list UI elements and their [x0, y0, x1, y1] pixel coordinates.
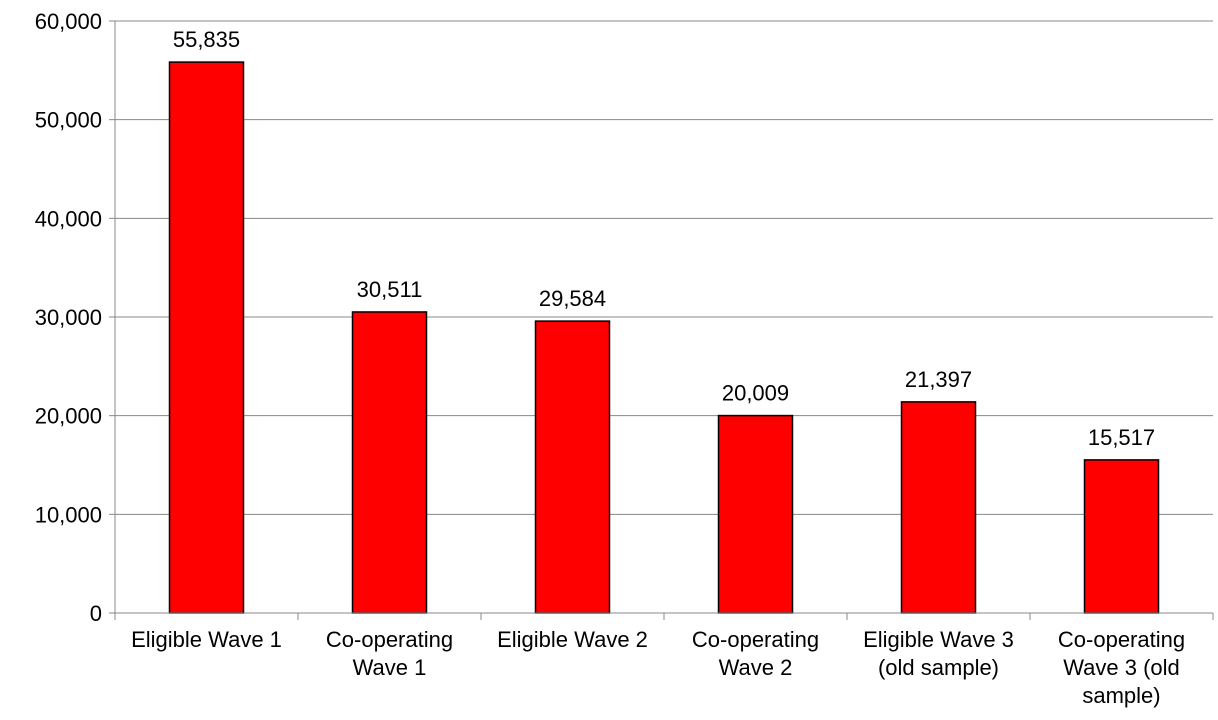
x-category-label: Wave 1: [353, 655, 427, 680]
x-category-label: Wave 3 (old: [1063, 655, 1180, 680]
x-category-label: Co-operating: [326, 627, 453, 652]
y-axis-tick-labels: 0 10,000 20,000 30,000 40,000 50,000 60,000: [35, 9, 102, 626]
bar: [168, 61, 245, 614]
data-label: 20,009: [722, 381, 789, 406]
bar: [900, 401, 977, 614]
bars: [168, 61, 1160, 614]
x-category-label: sample): [1082, 683, 1160, 708]
x-category-label: Eligible Wave 1: [131, 627, 282, 652]
bar: [1083, 459, 1160, 614]
x-category-label: Co-operating: [692, 627, 819, 652]
x-category-label: (old sample): [878, 655, 999, 680]
grid-lines: [115, 20, 1213, 515]
bar: [351, 311, 428, 614]
y-tick-label: 40,000: [35, 206, 102, 231]
data-labels: 55,835 30,511 29,584 20,009 21,397 15,517: [173, 27, 1155, 450]
y-tick-label: 0: [90, 601, 102, 626]
y-tick-label: 50,000: [35, 108, 102, 133]
y-tick-label: 20,000: [35, 404, 102, 429]
data-label: 21,397: [905, 367, 972, 392]
y-tick-label: 60,000: [35, 9, 102, 34]
axes: [109, 20, 1214, 620]
data-label: 29,584: [539, 286, 606, 311]
x-category-label: Eligible Wave 2: [497, 627, 648, 652]
data-label: 30,511: [357, 277, 423, 302]
x-category-label: Eligible Wave 3: [863, 627, 1014, 652]
data-label: 55,835: [173, 27, 240, 52]
x-category-label: Co-operating: [1058, 627, 1185, 652]
y-tick-label: 10,000: [35, 502, 102, 527]
bar: [534, 320, 611, 614]
x-axis-category-labels: Eligible Wave 1 Co-operating Wave 1 Eligibl…: [131, 627, 1185, 708]
bar: [717, 414, 794, 614]
y-tick-label: 30,000: [35, 305, 102, 330]
x-category-label: Wave 2: [719, 655, 793, 680]
data-label: 15,517: [1088, 425, 1155, 450]
